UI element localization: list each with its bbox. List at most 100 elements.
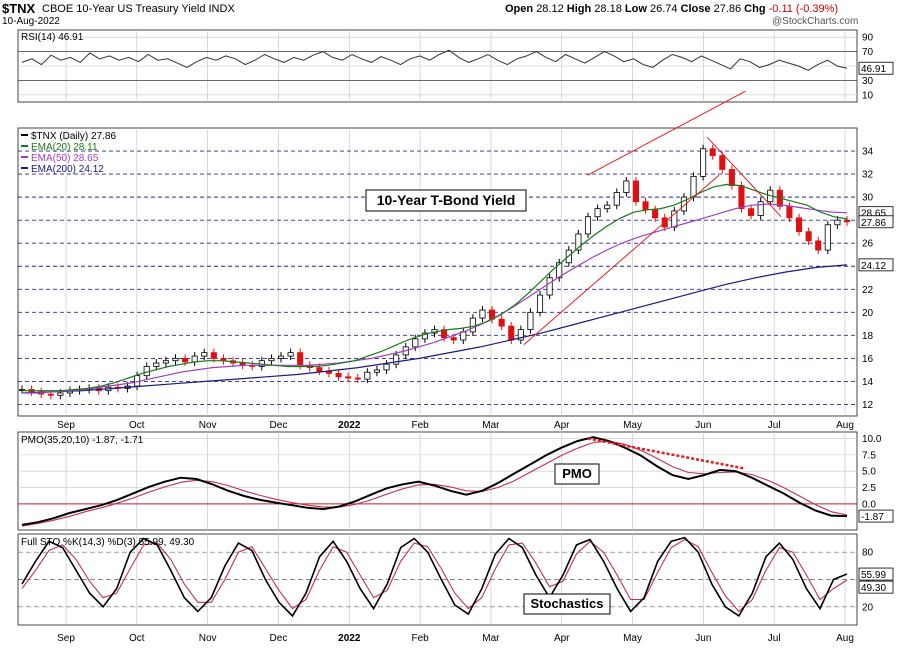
candle-body (287, 352, 294, 357)
candle-body (47, 393, 54, 396)
low-label: Low (624, 3, 647, 15)
sto-k-current-label-box (858, 567, 894, 581)
candle-body (613, 192, 620, 206)
candle-body (757, 201, 764, 216)
pmo-tick-label: 10.0 (862, 434, 882, 445)
pmo-series-pmo (21, 436, 848, 526)
sto-tick-label: 50 (862, 575, 874, 586)
candle-body (690, 175, 697, 198)
chg-value: -0.11 (-0.39%) (768, 3, 839, 15)
ohlc-readout: Open 28.12 High 28.18 Low 26.74 Close 27… (505, 3, 838, 15)
candle-body (546, 277, 553, 296)
month-tick-label: Feb (411, 420, 429, 431)
candle-body (728, 169, 735, 187)
candle-body (441, 329, 448, 339)
watermark: @StockCharts.com (772, 16, 859, 27)
month-tick-label: 2022 (338, 420, 361, 431)
month-tick-label: Apr (554, 633, 570, 644)
chart-date: 10-Aug-2022 (2, 16, 60, 27)
candle-body (805, 231, 812, 242)
rsi-line (21, 49, 848, 71)
pmo-current-label-box (858, 509, 894, 523)
candle-body (652, 209, 659, 219)
candle-body (383, 363, 390, 371)
candle-body (191, 355, 198, 363)
rsi-tick-label: 10 (862, 90, 874, 101)
month-tick-label: May (623, 633, 642, 644)
candle-body (335, 372, 342, 378)
candle-body (268, 357, 275, 362)
sto-annotation: Stochastics (531, 596, 604, 611)
candle-body (393, 354, 400, 365)
ema200-price-label-box (858, 258, 894, 272)
month-tick-label: Dec (270, 633, 288, 644)
pmo-tick-label: 2.5 (862, 483, 876, 494)
month-tick-label: Jul (768, 633, 781, 644)
price-legend-entry: $TNX (Daily) 27.86 (31, 131, 116, 142)
pmo-annotation: PMO (562, 466, 592, 481)
ema50-line (22, 203, 848, 394)
sto-annotation-box (523, 593, 611, 615)
pmo-tick-label: 5.0 (862, 467, 876, 478)
y-tick-label: 30 (862, 193, 874, 204)
y-tick-label: 34 (862, 147, 874, 158)
candle-body (795, 217, 803, 233)
month-tick-label: Aug (836, 420, 854, 431)
candle-body (210, 352, 217, 359)
candle-body (575, 233, 582, 251)
close-label: Close (680, 3, 711, 15)
candle-body (680, 196, 687, 212)
pmo-current-label: -1.87 (861, 512, 884, 523)
candle-body (57, 392, 64, 396)
month-tick-label: Feb (411, 633, 429, 644)
high-value: 28.18 (594, 3, 622, 15)
candle-body (201, 352, 208, 357)
sto-d-current-label-box (858, 580, 894, 594)
y-tick-label: 32 (862, 170, 874, 181)
month-tick-label: Dec (270, 420, 288, 431)
candle-body (719, 155, 726, 170)
pmo-tick-label: 0.0 (862, 499, 876, 510)
y-tick-label: 26 (862, 239, 874, 250)
candle-body (834, 219, 841, 226)
rsi-legend: RSI(14) 46.91 (21, 32, 84, 43)
chg-label: Chg (744, 3, 766, 15)
price-legend-entry: EMA(50) 28.65 (31, 153, 99, 164)
pmo-annotation-box (554, 463, 600, 485)
candle-body (517, 329, 524, 341)
rsi-current-label: 46.91 (861, 64, 886, 75)
candle-body (297, 352, 304, 366)
candle-body (748, 208, 755, 216)
candle-body (556, 262, 563, 279)
rsi-tick-label: 70 (862, 47, 874, 58)
trendline-lower (523, 174, 720, 345)
instrument-name: CBOE 10-Year US Treasury Yield INDX (42, 3, 235, 15)
y-tick-label: 14 (862, 377, 874, 388)
candle-body (172, 357, 179, 362)
close-value: 27.86 (713, 3, 742, 15)
price-panel (17, 127, 858, 417)
sto-tick-label: 20 (862, 602, 874, 613)
month-tick-label: Oct (129, 633, 145, 644)
pmo-tick-label: 7.5 (862, 450, 876, 461)
candle-body (738, 185, 745, 210)
y-tick-label: 18 (862, 331, 874, 342)
month-tick-label: May (623, 420, 642, 431)
candle-body (642, 201, 649, 211)
trendline-down (706, 136, 782, 218)
month-tick-label: Oct (129, 420, 145, 431)
y-tick-label: 16 (862, 354, 874, 365)
month-tick-label: Jun (695, 420, 711, 431)
month-tick-label: Jun (695, 633, 711, 644)
candle-body (824, 224, 831, 251)
y-tick-label: 12 (862, 400, 874, 411)
candle-body (843, 219, 851, 223)
y-tick-label: 20 (862, 308, 874, 319)
price-legend-entry: EMA(200) 24.12 (31, 164, 104, 175)
candle-body (623, 180, 630, 193)
rsi-current-label-box (858, 61, 894, 75)
candle-body (162, 360, 169, 364)
month-tick-label: Aug (836, 633, 854, 644)
rsi-tick-label: 30 (862, 76, 874, 87)
